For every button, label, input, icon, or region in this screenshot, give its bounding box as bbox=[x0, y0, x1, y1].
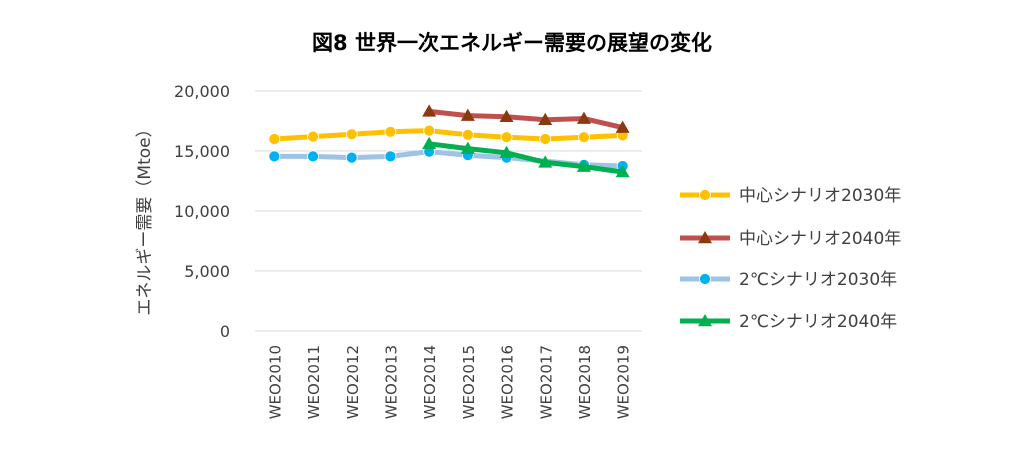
y-axis-label: エネルギー需要（Mtoe） bbox=[135, 120, 155, 315]
data-point bbox=[499, 145, 514, 159]
data-point bbox=[268, 133, 281, 145]
x-tick-label: WEO2019 bbox=[615, 345, 633, 419]
data-point bbox=[538, 155, 553, 168]
data-point bbox=[500, 131, 513, 144]
data-point bbox=[345, 151, 358, 164]
data-point bbox=[422, 136, 437, 150]
x-tick-label: WEO2012 bbox=[344, 345, 362, 419]
x-tick-label: WEO2016 bbox=[499, 345, 517, 419]
x-tick-label: WEO2013 bbox=[382, 345, 400, 419]
data-point bbox=[615, 120, 630, 133]
plot-area bbox=[268, 104, 630, 178]
legend-label: 中心シナリオ2040年 bbox=[739, 229, 901, 249]
data-point bbox=[345, 128, 358, 141]
legend-item: 2℃シナリオ2040年 bbox=[680, 312, 897, 332]
data-point bbox=[422, 104, 437, 117]
y-tick-label: 15,000 bbox=[174, 142, 230, 161]
data-point bbox=[576, 111, 591, 124]
data-point bbox=[307, 130, 319, 143]
legend-label: 2℃シナリオ2030年 bbox=[739, 270, 897, 290]
data-point bbox=[578, 131, 590, 144]
y-tick-label: 5,000 bbox=[184, 262, 230, 281]
series-group bbox=[268, 124, 629, 145]
data-point bbox=[615, 165, 630, 178]
legend-item: 中心シナリオ2040年 bbox=[680, 229, 901, 249]
y-tick-label: 0 bbox=[220, 322, 230, 341]
gridlines bbox=[255, 90, 642, 332]
series-group bbox=[422, 136, 630, 178]
data-point bbox=[576, 159, 591, 172]
data-point bbox=[698, 231, 712, 244]
y-tick-label: 10,000 bbox=[174, 202, 230, 221]
data-point bbox=[698, 314, 712, 327]
data-point bbox=[699, 273, 711, 285]
chart-title: 図8 世界一次エネルギー需要の展望の変化 bbox=[312, 31, 712, 55]
x-tick-label: WEO2015 bbox=[460, 345, 478, 419]
x-axis-ticks: WEO2010 WEO2011 WEO2012 WEO2013 WEO2014 WEO20… bbox=[266, 345, 632, 419]
series-line bbox=[426, 108, 626, 131]
data-point bbox=[539, 133, 552, 145]
x-tick-label: WEO2014 bbox=[421, 345, 439, 419]
data-point bbox=[268, 150, 281, 163]
legend-item: 2℃シナリオ2030年 bbox=[680, 270, 897, 290]
legend-label: 2℃シナリオ2040年 bbox=[739, 312, 897, 332]
legend-label: 中心シナリオ2030年 bbox=[739, 186, 901, 206]
x-tick-label: WEO2018 bbox=[576, 345, 594, 419]
data-point bbox=[699, 189, 711, 201]
data-point bbox=[423, 124, 436, 137]
x-tick-label: WEO2011 bbox=[305, 345, 323, 419]
data-point bbox=[307, 150, 319, 163]
data-point bbox=[384, 150, 397, 163]
legend-item: 中心シナリオ2030年 bbox=[680, 186, 901, 206]
data-point bbox=[460, 141, 475, 154]
series-line bbox=[271, 128, 626, 142]
series-group bbox=[422, 104, 630, 133]
data-point bbox=[384, 125, 397, 138]
x-tick-label: WEO2010 bbox=[266, 345, 284, 419]
data-point bbox=[499, 109, 514, 123]
y-tick-label: 20,000 bbox=[174, 82, 230, 101]
y-axis-ticks: 0 5,000 10,000 15,000 20,000 bbox=[174, 82, 230, 341]
series-line bbox=[426, 141, 626, 175]
x-tick-label: WEO2017 bbox=[537, 345, 555, 419]
data-point bbox=[461, 128, 474, 141]
data-point bbox=[460, 108, 475, 121]
data-point bbox=[538, 112, 553, 126]
